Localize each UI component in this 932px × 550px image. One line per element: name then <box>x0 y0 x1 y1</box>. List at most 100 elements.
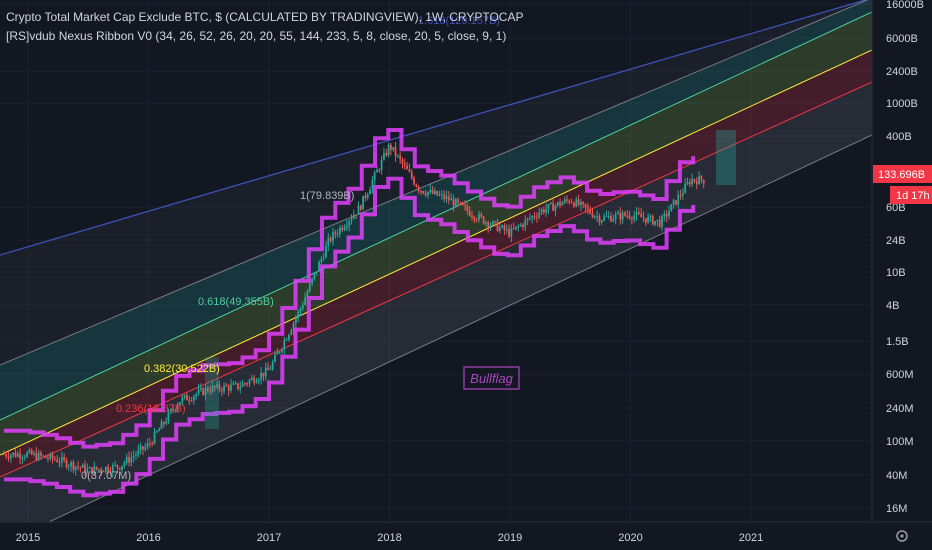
fib-zone <box>0 12 872 455</box>
x-axis-bg <box>0 522 932 550</box>
candle-body <box>637 212 640 214</box>
candle-body <box>299 308 302 312</box>
y-tick-label: 240M <box>886 403 914 415</box>
chart-title: Crypto Total Market Cap Exclude BTC, $ (… <box>6 10 524 24</box>
candle-body <box>288 334 290 340</box>
candle-body <box>125 456 128 463</box>
candle-body <box>489 224 492 228</box>
candle-body <box>563 199 566 203</box>
candle-body <box>644 218 647 223</box>
candle-body <box>584 204 587 208</box>
fib-line <box>47 134 872 522</box>
candle-body <box>626 215 629 217</box>
candle-body <box>568 200 571 203</box>
candle-body <box>23 457 26 459</box>
candle-body <box>559 202 561 206</box>
candle-body <box>290 330 293 335</box>
candle-body <box>436 190 439 196</box>
candle-body <box>241 383 244 387</box>
candle-body <box>424 193 427 196</box>
candle-body <box>158 429 161 432</box>
candle-body <box>540 209 543 213</box>
candle-body <box>668 211 670 217</box>
candle-body <box>118 467 121 470</box>
candle-body <box>556 202 559 206</box>
candle-body <box>30 450 33 455</box>
candle-body <box>413 178 415 185</box>
candle-body <box>253 377 256 383</box>
candle-body <box>56 459 59 463</box>
candle-body <box>313 272 316 279</box>
candle-body <box>332 232 334 241</box>
candle-body <box>206 388 209 392</box>
candle-body <box>306 291 309 298</box>
candle-body <box>505 229 508 231</box>
settings-gear-icon[interactable] <box>896 530 908 542</box>
candle-body <box>181 397 184 403</box>
candle-body <box>522 224 524 227</box>
candle-body <box>503 225 506 231</box>
candle-body <box>86 468 89 473</box>
candle-body <box>102 471 105 473</box>
candle-body <box>378 169 381 171</box>
candle-body <box>74 466 77 470</box>
y-tick-label: 40M <box>886 470 907 482</box>
candle-body <box>345 225 348 228</box>
candle-body <box>651 215 654 225</box>
candle-body <box>144 446 147 450</box>
candle-body <box>162 422 165 424</box>
candle-body <box>218 384 221 390</box>
candle-body <box>285 339 288 341</box>
candle-body <box>385 153 388 156</box>
candle-body <box>617 212 619 215</box>
bullflag-box <box>716 130 736 185</box>
candle-body <box>188 400 191 402</box>
candle-body <box>487 222 490 228</box>
candle-body <box>577 199 580 206</box>
candle-body <box>542 209 545 213</box>
candle-body <box>257 379 260 382</box>
candle-body <box>169 409 172 413</box>
candle-body <box>545 208 548 213</box>
flag-box <box>205 357 219 429</box>
y-tick-label: 10B <box>886 267 906 279</box>
candle-body <box>193 396 195 401</box>
candle-body <box>450 198 453 201</box>
y-tick-label: 100M <box>886 436 914 448</box>
y-axis-bg <box>872 0 932 550</box>
candle-body <box>88 467 91 469</box>
candle-body <box>325 245 327 258</box>
candle-body <box>65 459 68 468</box>
candle-body <box>658 219 661 227</box>
candle-body <box>195 393 198 397</box>
nexus-ribbon <box>3 128 696 498</box>
candle-body <box>28 450 31 453</box>
candle-body <box>250 377 253 380</box>
x-tick-label: 2015 <box>16 532 40 544</box>
candle-body <box>21 457 24 459</box>
candle-body <box>600 220 603 223</box>
candle-body <box>262 372 265 377</box>
candle-body <box>341 227 344 230</box>
candle-body <box>665 213 668 217</box>
candle-body <box>392 147 395 150</box>
candle-body <box>16 453 19 457</box>
x-tick-label: 2021 <box>739 532 763 544</box>
candle-body <box>93 466 96 474</box>
candle-body <box>684 183 687 194</box>
candle-body <box>260 372 263 380</box>
candle-body <box>410 171 413 179</box>
candle-body <box>220 389 223 392</box>
candle-body <box>496 221 499 232</box>
candle-body <box>209 391 212 393</box>
price-tag-value: 133.696B <box>878 169 925 181</box>
gear-ring <box>896 530 908 542</box>
fib-label: 0.382(30.522B) <box>144 363 220 375</box>
candle-body <box>114 464 117 466</box>
candle-body <box>320 258 323 262</box>
candle-body <box>387 144 390 156</box>
candle-body <box>417 186 420 191</box>
candle-body <box>42 455 45 457</box>
fib-label: 1(79.839B) <box>300 190 354 202</box>
